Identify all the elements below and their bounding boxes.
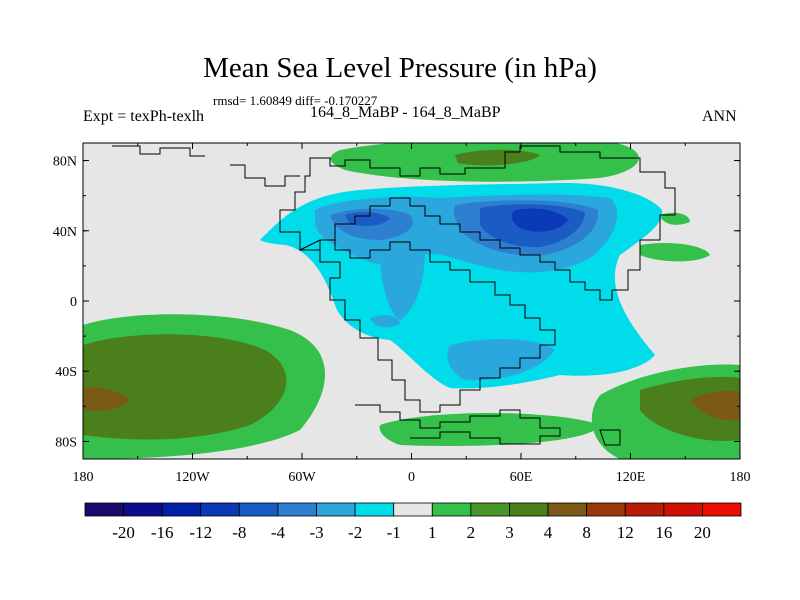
y-tick-label: 0 (70, 295, 77, 310)
colorbar-label: 20 (694, 523, 711, 542)
colorbar-swatch (200, 502, 240, 517)
colorbar-label: 2 (467, 523, 476, 542)
coast-antarctica (355, 404, 561, 445)
colorbar-swatch (470, 502, 510, 517)
colorbar-label: 3 (505, 523, 514, 542)
y-tick-label: 80S (55, 435, 77, 450)
green-left-small (660, 212, 690, 225)
colorbar-swatch (393, 502, 433, 517)
colorbar-swatch (123, 502, 163, 517)
y-tick-label: 40N (53, 225, 77, 240)
colorbar-label: -16 (151, 523, 174, 542)
case-label: 164_8_MaBP - 164_8_MaBP (310, 104, 501, 121)
darkgreen-south-west (83, 334, 287, 440)
map-field (83, 143, 740, 459)
colorbar-label: 1 (428, 523, 437, 542)
colorbar-label: 16 (655, 523, 672, 542)
colorbar-label: -1 (387, 523, 401, 542)
coastlines (112, 145, 676, 446)
lightblue-small (370, 315, 400, 328)
green-right-mid (640, 243, 710, 262)
colorbar-swatch (84, 502, 124, 517)
colorbar-swatch (702, 502, 742, 517)
darkgreen-north (455, 149, 540, 166)
coast-laurasia (279, 145, 676, 301)
x-tick-label: 60E (510, 470, 533, 485)
colorbar-label: 12 (617, 523, 634, 542)
x-tick-label: 120E (616, 470, 646, 485)
coast-north-mid (230, 164, 300, 187)
stats-text: rmsd= 1.60849 diff= -0.170227 (213, 93, 378, 108)
axes: 180 120W 60W 0 60E 120E 180 80N 40N 0 40S 80S (53, 143, 751, 485)
colorbar-label: -2 (348, 523, 362, 542)
colorbar-swatch (431, 502, 472, 517)
colorbar-swatch (663, 502, 703, 517)
coast-east-islands (599, 429, 621, 446)
colorbar-label: -3 (309, 523, 323, 542)
season-label: ANN (702, 108, 737, 125)
lightblue-south (447, 338, 555, 381)
colorbar-label: 8 (582, 523, 591, 542)
colorbar-label: -8 (232, 523, 246, 542)
experiment-label: Expt = texPh-texlh (83, 108, 205, 125)
colorbar-swatch (586, 502, 626, 517)
colorbar-swatch (238, 502, 279, 517)
colorbar-label: -12 (189, 523, 212, 542)
x-tick-label: 120W (175, 470, 210, 485)
colorbar-swatch (509, 502, 549, 517)
x-tick-label: 60W (288, 470, 316, 485)
colorbar-swatch (354, 502, 395, 517)
colorbar-swatch (624, 502, 665, 517)
colorbar-swatch (161, 502, 202, 517)
coast-gondwana (299, 239, 556, 413)
y-tick-label: 40S (55, 365, 77, 380)
colorbar: -20 -16 -12 -8 -4 -3 -2 -1 1 2 3 4 8 12 16 20 (84, 502, 742, 542)
x-tick-label: 0 (408, 470, 415, 485)
colorbar-label: -20 (112, 523, 135, 542)
x-tick-label: 180 (73, 470, 94, 485)
colorbar-label: 4 (544, 523, 553, 542)
coast-north-small (112, 145, 205, 157)
chart-title: Mean Sea Level Pressure (in hPa) (203, 52, 597, 84)
brown-south-east (690, 390, 740, 421)
colorbar-swatch (316, 502, 356, 517)
lightblue-strip (380, 239, 425, 320)
x-tick-label: 180 (730, 470, 751, 485)
darkblue-region (511, 208, 568, 232)
colorbar-swatch (547, 502, 588, 517)
colorbar-label: -4 (271, 523, 286, 542)
brown-south-west (83, 387, 130, 411)
y-tick-label: 80N (53, 155, 77, 170)
colorbar-swatch (277, 502, 317, 517)
